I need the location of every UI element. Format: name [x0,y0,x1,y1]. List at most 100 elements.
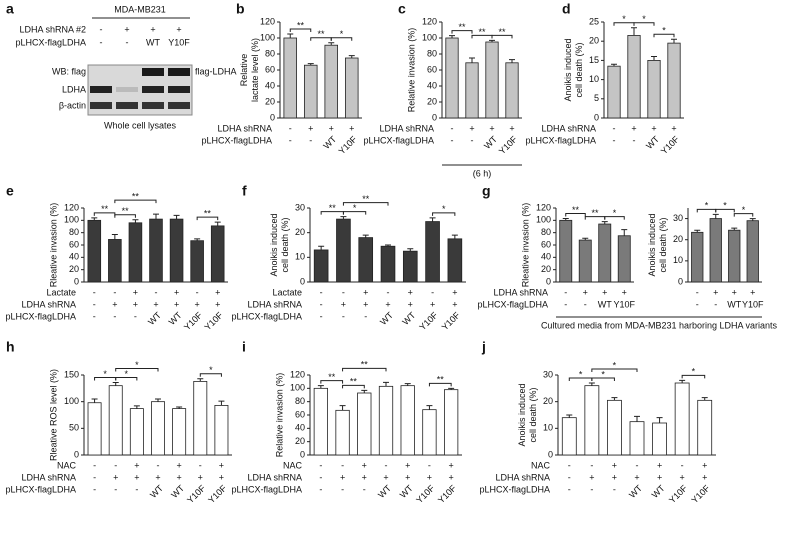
condition-mark: - [289,123,292,133]
condition-mark: WT [148,483,165,500]
band [90,86,112,93]
y-axis-label: Anoikis induced [517,383,527,446]
error-bar [361,389,368,393]
condition-mark: - [114,460,117,470]
y-tick-label: 40 [69,252,79,262]
condition-mark: - [93,484,96,494]
condition-mark: Y10F [168,37,190,47]
error-bar [469,57,475,63]
panel-letter: c [398,1,406,17]
error-bar [582,237,589,241]
condition-mark: - [100,24,103,34]
condition-mark: - [93,299,96,309]
y-tick-label: 0 [678,276,683,286]
y-axis-label: lactate level (%) [250,38,260,102]
y-tick-label: 20 [295,436,305,446]
condition-mark: + [176,24,181,34]
y-tick-label: 80 [265,48,275,58]
band [142,102,164,109]
condition-mark: + [657,472,662,482]
condition-mark: + [732,287,737,297]
error-bar [176,406,183,409]
bar [358,237,374,283]
condition-mark: WT [398,483,415,500]
condition-mark: WT [400,310,417,327]
bar [149,218,163,283]
bar [129,408,144,456]
condition-mark: + [195,299,200,309]
significance-label: * [692,367,696,377]
significance-label: * [705,201,709,211]
bar [561,417,577,456]
significance-bracket [491,34,513,39]
significance-bracket [565,212,586,217]
significance-bracket [196,216,219,221]
panel-letter: f [242,183,247,199]
condition-mark: WT [146,310,163,327]
significance-label: * [662,26,666,36]
condition-mark: + [177,460,182,470]
condition-label: pLHCX-flagLDHA [15,37,86,47]
significance-label: ** [458,22,466,32]
condition-label: NAC [531,460,551,470]
error-bar [588,382,595,386]
condition-mark: - [289,135,292,145]
bar [128,222,143,283]
y-tick-label: 60 [427,64,437,74]
error-bar [601,221,608,225]
condition-mark: + [177,472,182,482]
condition-mark: Y10F [337,134,360,157]
bar [378,385,394,456]
condition-label: NAC [57,460,77,470]
bar [617,235,631,283]
condition-label: NAC [283,460,303,470]
condition-mark: - [113,287,116,297]
band [142,68,164,76]
condition-mark: - [309,135,312,145]
condition-mark: WT [376,483,393,500]
condition-mark: + [702,460,707,470]
significance-bracket [653,33,675,38]
error-bar [328,42,335,46]
condition-mark: - [135,484,138,494]
condition-label: Lactate [272,287,302,297]
condition-mark: - [590,460,593,470]
condition-label: LDHA shRNA [495,472,550,482]
panel-letter: d [562,1,571,17]
significance-label: ** [329,203,337,213]
bar [169,218,184,283]
condition-mark: - [342,287,345,297]
significance-label: * [613,360,617,370]
condition-mark: Y10F [497,134,520,157]
error-bar [362,234,369,238]
y-tick-label: 80 [541,227,551,237]
error-bar [133,405,140,409]
condition-label: pLHCX-flagLDHA [231,311,302,321]
condition-label: pLHCX-flagLDHA [231,484,302,494]
bar [578,239,592,283]
error-bar [448,387,455,390]
error-bar [155,398,161,402]
condition-mark: + [112,299,117,309]
y-tick-label: 0 [270,112,275,122]
significance-label: * [723,201,727,211]
condition-mark: WT [378,310,395,327]
note: Cultured media from MDA-MB231 harboring … [541,320,778,330]
y-tick-label: 20 [543,396,553,406]
significance-label: * [209,365,213,375]
condition-mark: - [342,311,345,321]
bar [709,218,722,283]
error-bar [621,229,628,236]
y-tick-label: 60 [69,239,79,249]
significance-bracket [320,380,344,384]
condition-mark: - [196,287,199,297]
bar [444,389,459,456]
y-tick-label: 20 [427,96,437,106]
significance-label: ** [122,206,130,216]
y-tick-label: 20 [541,264,551,274]
significance-label: * [579,369,583,379]
error-bar [287,33,294,38]
error-bar [694,229,701,233]
condition-label: pLHCX-flagLDHA [477,299,548,309]
